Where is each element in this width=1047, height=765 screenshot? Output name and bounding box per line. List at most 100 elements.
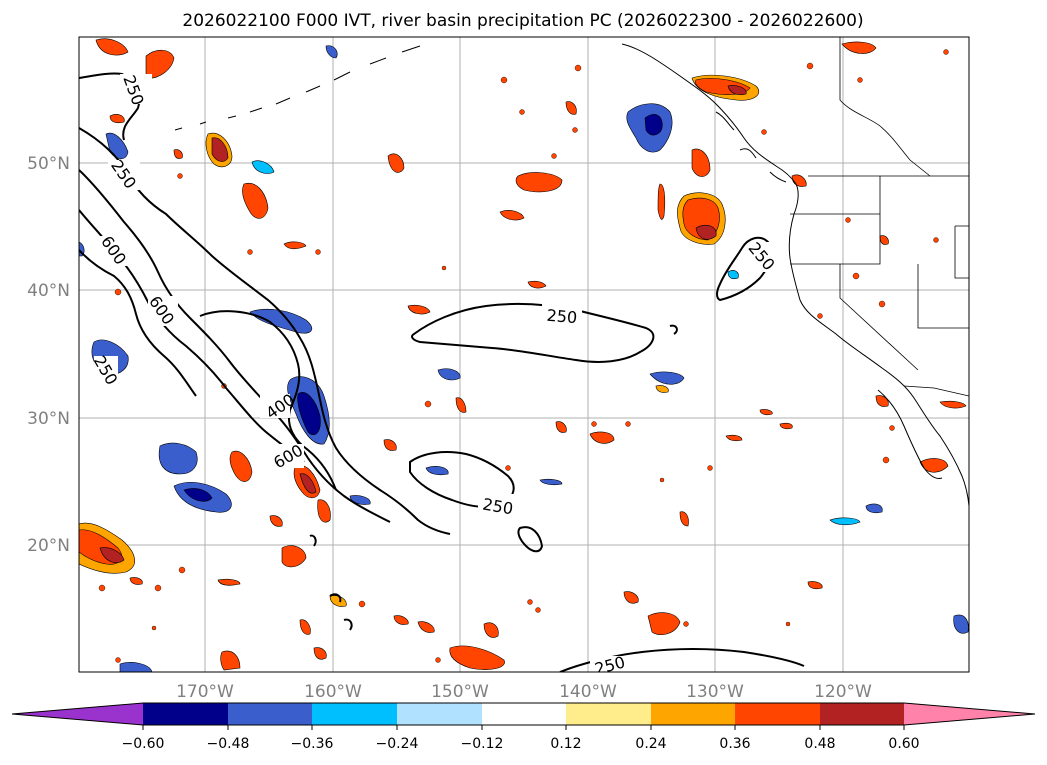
positive-area xyxy=(555,421,567,433)
contour-label: 250 xyxy=(546,306,578,328)
positive-area xyxy=(211,137,229,162)
negative-area xyxy=(437,368,461,381)
colorbar-labels: −0.60 −0.48 −0.36 −0.24 −0.12 0.12 0.24 … xyxy=(122,736,920,752)
latitude-labels: 50°N 40°N 30°N 20°N xyxy=(27,154,70,556)
colorbar-tick-label: 0.60 xyxy=(888,736,919,752)
ivt-contour-small xyxy=(309,534,317,547)
lat-label: 40°N xyxy=(27,281,70,301)
positive-area xyxy=(217,578,241,586)
positive-area xyxy=(647,612,681,635)
colorbar-segment xyxy=(735,703,820,725)
negative-pc-areas xyxy=(79,45,969,672)
contour-label: 250 xyxy=(593,652,627,678)
baja-coast xyxy=(877,389,943,479)
negative-area xyxy=(425,466,449,476)
negative-area xyxy=(158,442,198,475)
positive-area xyxy=(939,400,967,409)
coast-inlet xyxy=(715,111,787,183)
positive-area xyxy=(269,515,283,527)
positive-area xyxy=(691,148,711,177)
positive-area xyxy=(393,615,409,625)
positive-area xyxy=(317,499,331,523)
positive-area xyxy=(879,235,889,245)
state-border xyxy=(839,264,969,371)
ivt-contour-250 xyxy=(409,451,515,508)
positive-area xyxy=(725,434,743,442)
colorbar-extend-low xyxy=(12,703,143,725)
map-panel: 250 250 600 600 400 600 250 250 250 250 xyxy=(78,36,970,678)
us-mexico-border xyxy=(903,385,969,397)
positive-area xyxy=(173,149,183,159)
colorbar-segment xyxy=(820,703,904,725)
speckles xyxy=(98,49,949,663)
colorbar-tick-label: −0.36 xyxy=(291,736,334,752)
positive-area xyxy=(281,545,307,568)
ivt-contours xyxy=(79,72,805,672)
colorbar-tick-label: −0.48 xyxy=(207,736,250,752)
negative-area xyxy=(251,160,275,174)
negative-area xyxy=(325,45,338,59)
negative-area xyxy=(727,270,739,280)
ivt-contour-600 xyxy=(79,169,391,523)
positive-area xyxy=(109,114,125,124)
lon-label: 120°W xyxy=(814,682,872,702)
positive-area xyxy=(589,431,615,444)
lat-label: 50°N xyxy=(27,154,70,174)
lat-label: 20°N xyxy=(27,536,70,556)
aleutian-islands xyxy=(174,45,421,131)
colorbar-tick-label: −0.24 xyxy=(376,736,419,752)
positive-area xyxy=(417,621,435,633)
colorbar-tick-label: 0.36 xyxy=(719,736,750,752)
state-border xyxy=(839,37,931,177)
colorbar-segment xyxy=(566,703,651,725)
lon-label: 160°W xyxy=(304,682,362,702)
positive-area xyxy=(515,172,563,193)
positive-area xyxy=(527,280,547,289)
positive-area xyxy=(875,395,889,407)
positive-area xyxy=(407,304,431,315)
colorbar-tick-label: 0.24 xyxy=(635,736,666,752)
positive-area xyxy=(455,397,467,413)
negative-area xyxy=(829,517,861,526)
negative-area xyxy=(183,488,213,502)
colorbar-tick-label: 0.48 xyxy=(804,736,835,752)
positive-pc-areas xyxy=(79,38,967,671)
lon-label: 140°W xyxy=(559,682,617,702)
negative-area xyxy=(953,614,969,634)
map-frame xyxy=(78,36,970,673)
positive-area xyxy=(383,439,397,451)
ivt-contour-small xyxy=(669,324,678,335)
colorbar-ticks xyxy=(142,725,905,730)
ivt-contour-250 xyxy=(517,526,544,553)
ivt-contour-250 xyxy=(79,127,451,535)
positive-area xyxy=(99,547,125,563)
positive-area xyxy=(565,101,577,115)
ivt-contour-250 xyxy=(411,302,655,363)
negative-area xyxy=(119,662,153,672)
colorbar-tick-label: −0.12 xyxy=(461,736,504,752)
longitude-labels: 170°W 160°W 150°W 140°W 130°W 120°W xyxy=(176,682,872,702)
positive-area xyxy=(129,577,143,585)
positive-area xyxy=(841,41,877,54)
positive-area xyxy=(145,49,175,79)
state-border xyxy=(954,225,969,279)
positive-area xyxy=(229,450,253,482)
lon-label: 150°W xyxy=(431,682,489,702)
positive-area xyxy=(313,647,327,660)
negative-area xyxy=(644,114,663,136)
colorbar-segment xyxy=(482,703,566,725)
colorbar-tick-label: 0.12 xyxy=(550,736,581,752)
negative-area xyxy=(649,371,685,385)
positive-area xyxy=(779,422,793,430)
positive-area xyxy=(623,591,639,604)
colorbar-segment xyxy=(228,703,312,725)
positive-area xyxy=(727,85,747,96)
positive-area xyxy=(299,619,311,635)
colorbar: −0.60 −0.48 −0.36 −0.24 −0.12 0.12 0.24 … xyxy=(11,702,1036,752)
positive-area xyxy=(657,183,666,220)
positive-area xyxy=(449,645,505,670)
north-america-coast xyxy=(621,43,969,507)
positive-area xyxy=(759,409,773,416)
colorbar-extend-high xyxy=(904,703,1035,725)
lon-label: 170°W xyxy=(176,682,234,702)
